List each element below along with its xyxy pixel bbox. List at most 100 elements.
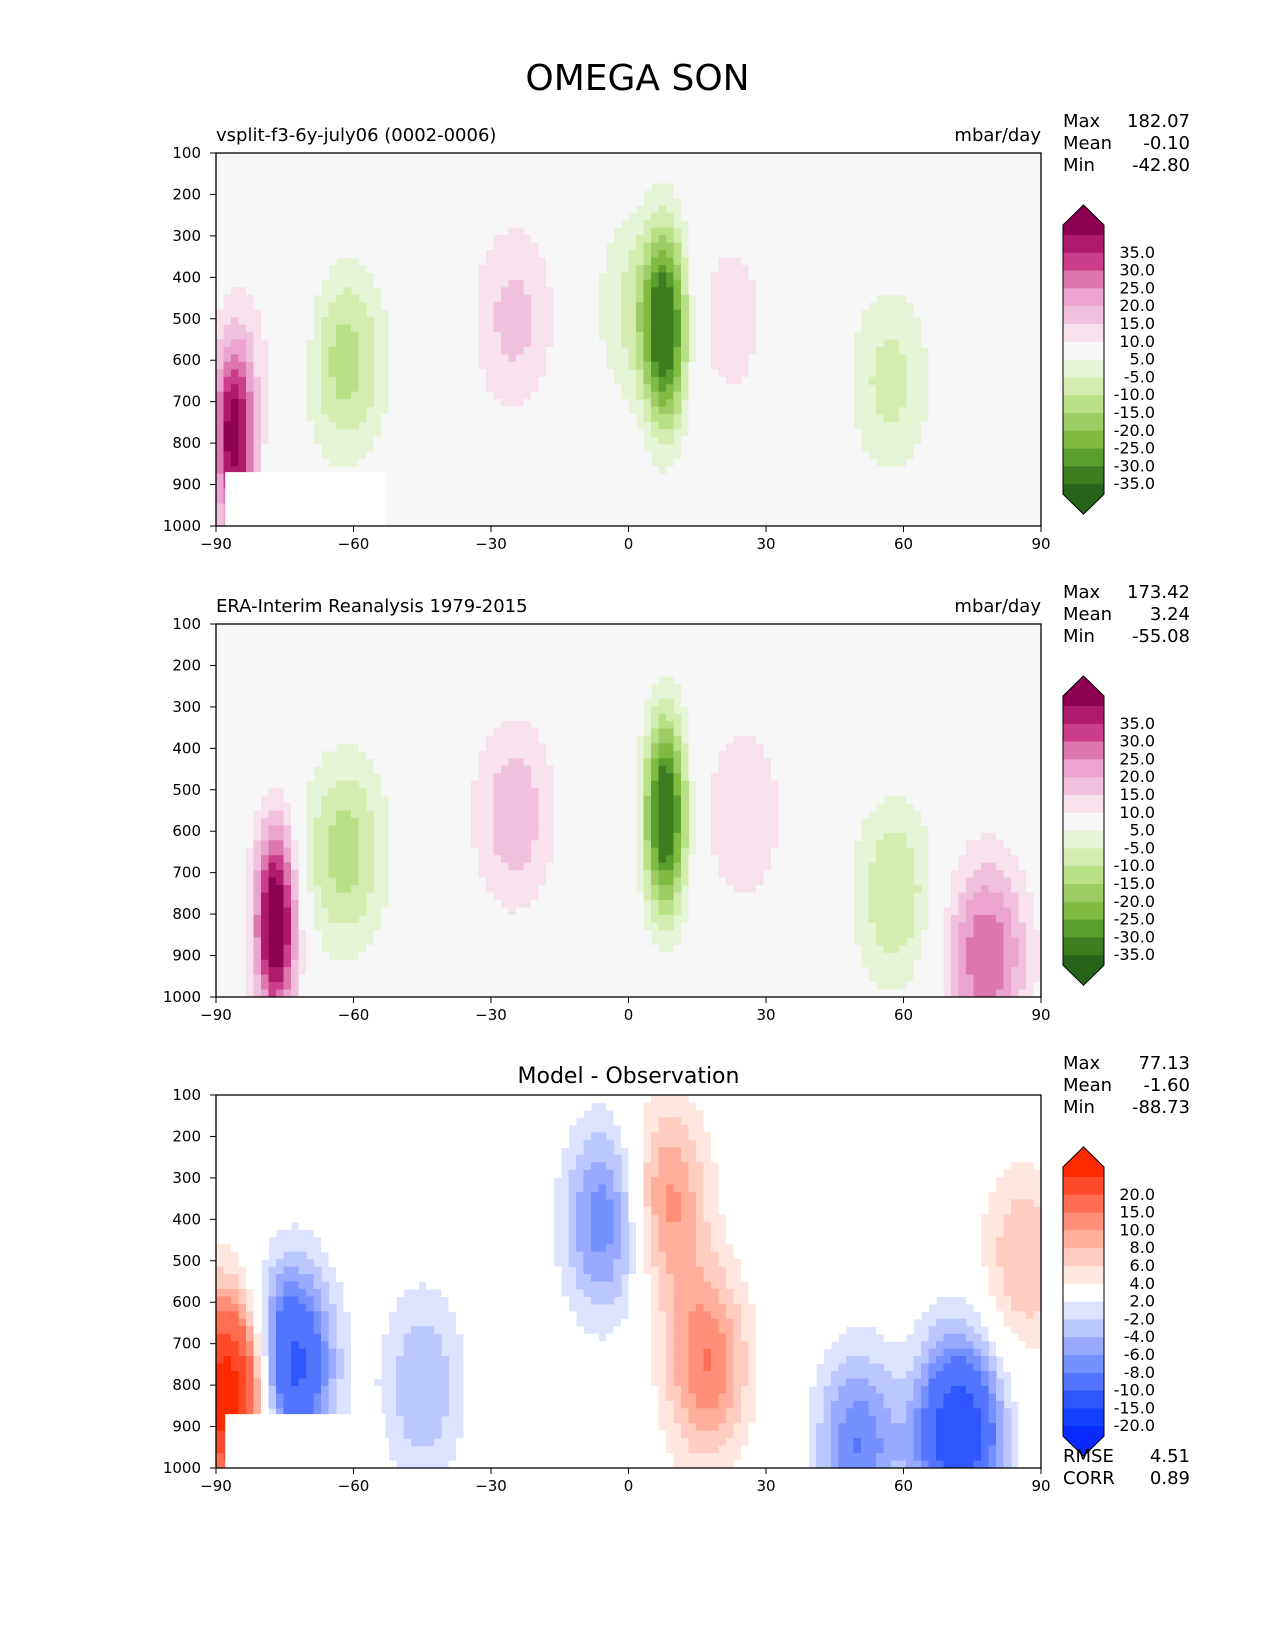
contour-cell [928,369,937,378]
contour-cell [913,167,922,176]
contour-cell [868,235,877,244]
contour-cell [808,488,817,497]
contour-cell [718,324,727,333]
contour-cell [771,167,780,176]
contour-cell [831,182,840,191]
contour-cell [861,488,870,497]
contour-cell [996,436,1005,445]
contour-cell [748,399,757,408]
contour-cell [681,302,690,311]
contour-cell [268,249,277,259]
contour-cell [838,429,847,438]
contour-cell [501,414,510,423]
contour-cell [471,175,480,184]
contour-cell [808,332,817,341]
contour-cell [696,391,705,400]
contour-cell [396,429,405,438]
contour-cell [966,406,975,415]
contour-cell [756,317,765,326]
contour-cell [576,399,585,408]
contour-cell [703,414,712,423]
contour-cell [253,153,262,162]
contour-cell [703,302,712,311]
contour-cell [733,458,742,467]
contour-cell [733,376,742,385]
contour-cell [501,272,510,281]
contour-cell [763,220,772,229]
contour-cell [606,384,615,393]
contour-cell [996,496,1005,505]
contour-cell [328,249,337,259]
contour-cell [403,503,412,512]
contour-cell [703,235,712,244]
contour-cell [981,205,990,214]
contour-cell [951,197,960,206]
contour-cell [253,466,262,475]
contour-cell [628,264,637,273]
contour-cell [748,481,757,490]
contour-cell [928,511,937,520]
contour-cell [253,197,262,206]
contour-cell [808,220,817,229]
contour-cell [486,488,495,497]
contour-cell [606,160,615,169]
contour-cell [771,391,780,400]
contour-cell [921,332,930,341]
contour-cell [981,190,990,199]
contour-cell [928,264,937,273]
contour-cell [1026,443,1035,452]
contour-cell [471,466,480,475]
contour-cell [426,429,435,438]
contour-cell [636,339,645,348]
contour-cell [1026,190,1035,199]
contour-cell [276,272,285,281]
contour-cell [508,503,517,512]
contour-cell [898,153,907,162]
contour-cell [351,317,360,326]
contour-cell [373,264,382,273]
contour-cell [741,436,750,445]
contour-cell [486,458,495,467]
contour-cell [981,167,990,176]
contour-cell [516,429,525,438]
contour-cell [651,332,660,341]
contour-cell [583,466,592,475]
contour-cell [838,272,847,281]
contour-cell [508,182,517,191]
contour-cell [793,220,802,229]
contour-cell [223,346,232,356]
contour-cell [598,429,607,438]
contour-cell [771,212,780,221]
contour-cell [231,436,240,445]
contour-cell [216,354,225,363]
contour-cell [621,458,630,467]
contour-cell [231,369,240,378]
contour-cell [583,227,592,236]
contour-cell [358,406,367,415]
contour-cell [996,317,1005,326]
contour-cell [463,391,472,400]
contour-cell [876,220,885,229]
contour-cell [523,399,532,408]
contour-cell [298,451,307,460]
contour-cell [396,503,405,512]
contour-cell [508,167,517,176]
contour-cell [898,399,907,408]
contour-cell [868,458,877,467]
contour-cell [786,399,795,408]
contour-cell [763,302,772,311]
contour-cell [958,235,967,244]
contour-cell [808,287,817,296]
contour-cell [778,317,787,326]
contour-cell [223,279,232,288]
contour-cell [613,212,622,221]
contour-cell [868,294,877,303]
contour-cell [486,294,495,303]
contour-cell [501,354,510,363]
contour-cell [516,294,525,303]
contour-cell [1033,212,1041,221]
contour-cell [808,406,817,415]
contour-cell [981,257,990,266]
contour-cell [726,317,735,326]
